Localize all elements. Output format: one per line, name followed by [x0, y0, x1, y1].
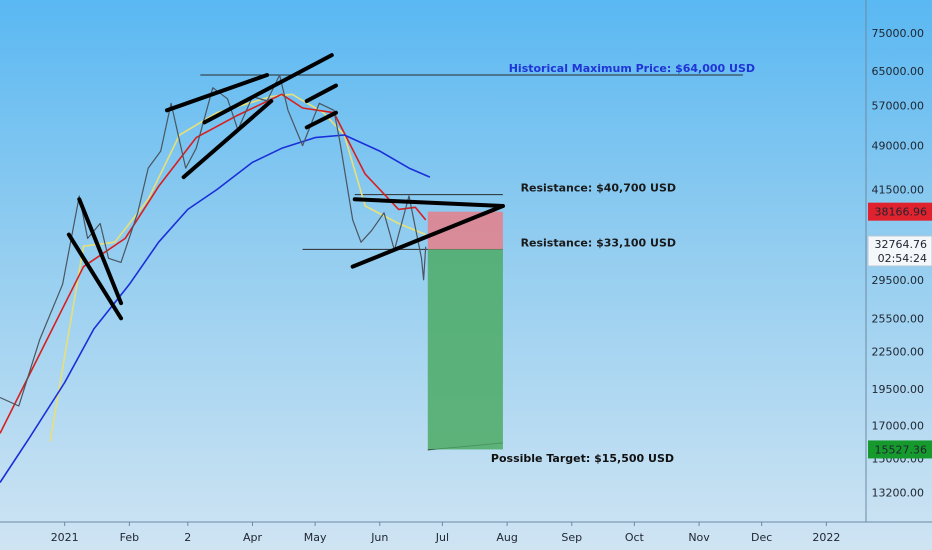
- bar-countdown: 02:54:24: [878, 252, 927, 265]
- y-tick-label-4: 41500.00: [872, 184, 925, 197]
- moving-average-line-2: [0, 134, 431, 483]
- price-badge-label-2: 15527.36: [875, 443, 928, 456]
- y-tick-label-5: 29500.00: [872, 274, 925, 287]
- profit-zone: [427, 249, 503, 450]
- x-tick-label-4: May: [304, 531, 327, 544]
- pattern-line-6: [304, 110, 338, 130]
- pattern-line-8: [350, 203, 505, 269]
- price-badge-2: [868, 440, 932, 459]
- level-label-0: Historical Maximum Price: $64,000 USD: [509, 62, 755, 75]
- y-tick-label-1: 65000.00: [872, 65, 925, 78]
- moving-average-line-0: [49, 93, 427, 442]
- last-price-panel: [867, 235, 932, 267]
- pattern-line-0: [77, 197, 124, 306]
- x-tick-label-3: Apr: [243, 531, 263, 544]
- y-tick-label-0: 75000.00: [872, 27, 925, 40]
- moving-average-line-1: [0, 93, 427, 434]
- last-price-value: 32764.76: [875, 238, 928, 251]
- x-tick-label-1: Feb: [120, 531, 139, 544]
- y-tick-label-2: 57000.00: [872, 100, 925, 113]
- pattern-line-7: [352, 197, 505, 208]
- y-tick-label-7: 22500.00: [872, 345, 925, 358]
- pattern-line-1: [66, 232, 124, 321]
- y-tick-label-11: 13200.00: [872, 486, 925, 499]
- x-tick-label-0: 2021: [51, 531, 79, 544]
- pattern-line-3: [181, 99, 274, 180]
- level-label-2: Resistance: $33,100 USD: [521, 236, 676, 249]
- x-tick-label-10: Nov: [688, 531, 710, 544]
- x-tick-label-6: Jul: [435, 531, 449, 544]
- y-tick-label-9: 17000.00: [872, 419, 925, 432]
- x-tick-label-11: Dec: [751, 531, 772, 544]
- x-tick-label-2: 2: [184, 531, 191, 544]
- price-badge-label-0: 38166.96: [875, 206, 928, 219]
- y-tick-label-6: 25500.00: [872, 312, 925, 325]
- pattern-line-2: [164, 73, 270, 113]
- x-tick-label-9: Oct: [625, 531, 645, 544]
- x-tick-label-8: Sep: [561, 531, 582, 544]
- y-tick-label-3: 49000.00: [872, 140, 925, 153]
- target-label: Possible Target: $15,500 USD: [491, 452, 674, 465]
- pattern-line-5: [304, 83, 338, 104]
- x-tick-label-5: Jun: [370, 531, 388, 544]
- y-tick-label-8: 19500.00: [872, 383, 925, 396]
- pattern-line-4: [202, 53, 334, 125]
- level-label-1: Resistance: $40,700 USD: [521, 182, 676, 195]
- price-badge-0: [868, 202, 932, 221]
- x-tick-label-7: Aug: [496, 531, 517, 544]
- x-tick-label-12: 2022: [812, 531, 840, 544]
